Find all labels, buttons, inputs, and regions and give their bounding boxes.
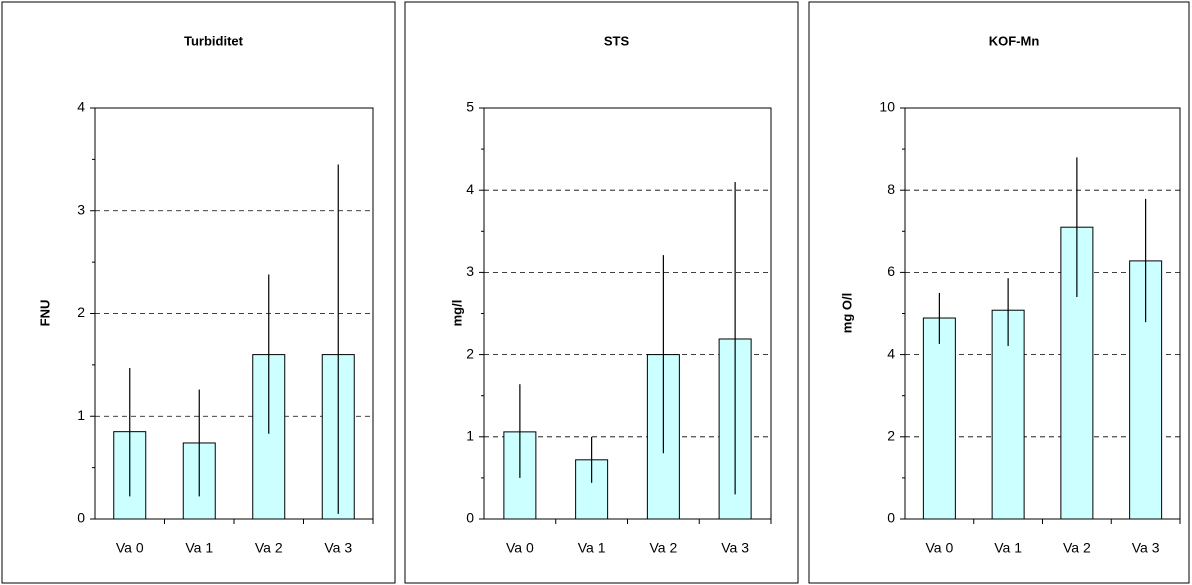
plot-frame	[904, 107, 1181, 520]
x-tick-label: Va 2	[1063, 540, 1091, 556]
y-tick-label: 0	[887, 510, 895, 526]
bar	[922, 317, 956, 520]
y-tick-label: 3	[77, 201, 85, 217]
y-tick-label: 6	[887, 263, 895, 279]
y-tick-label: 4	[887, 345, 895, 361]
x-tick-label: Va 1	[578, 540, 606, 556]
y-tick-label: 5	[466, 99, 474, 115]
y-tick-label: 8	[887, 181, 895, 197]
chart-title: STS	[604, 33, 630, 48]
y-axis-label: mg/l	[449, 300, 464, 327]
x-tick-label: Va 2	[255, 540, 283, 556]
y-tick-label: 2	[887, 428, 895, 444]
y-axis-label: FNU	[37, 300, 52, 327]
x-tick-label: Va 2	[649, 540, 677, 556]
y-tick-label: 2	[77, 304, 85, 320]
x-tick-label: Va 0	[116, 540, 144, 556]
y-tick-label: 10	[879, 99, 895, 115]
x-tick-label: Va 3	[1132, 540, 1160, 556]
panel	[808, 1, 1190, 584]
plot-frame	[483, 107, 772, 520]
chart-title: KOF-Mn	[989, 33, 1040, 48]
y-tick-label: 2	[466, 345, 474, 361]
y-axis-label: mg O/l	[839, 293, 854, 333]
x-tick-label: Va 3	[324, 540, 352, 556]
y-tick-label: 1	[77, 407, 85, 423]
x-tick-label: Va 3	[721, 540, 749, 556]
panel	[1, 1, 396, 584]
panel	[404, 1, 799, 584]
y-tick-label: 0	[466, 510, 474, 526]
plot-frame	[94, 107, 374, 520]
y-tick-label: 0	[77, 510, 85, 526]
y-tick-label: 4	[466, 181, 474, 197]
x-tick-label: Va 0	[506, 540, 534, 556]
chart-title: Turbiditet	[184, 33, 244, 48]
y-tick-label: 1	[466, 428, 474, 444]
x-tick-label: Va 0	[925, 540, 953, 556]
x-tick-label: Va 1	[185, 540, 213, 556]
x-tick-label: Va 1	[994, 540, 1022, 556]
y-tick-label: 3	[466, 263, 474, 279]
y-tick-label: 4	[77, 99, 85, 115]
